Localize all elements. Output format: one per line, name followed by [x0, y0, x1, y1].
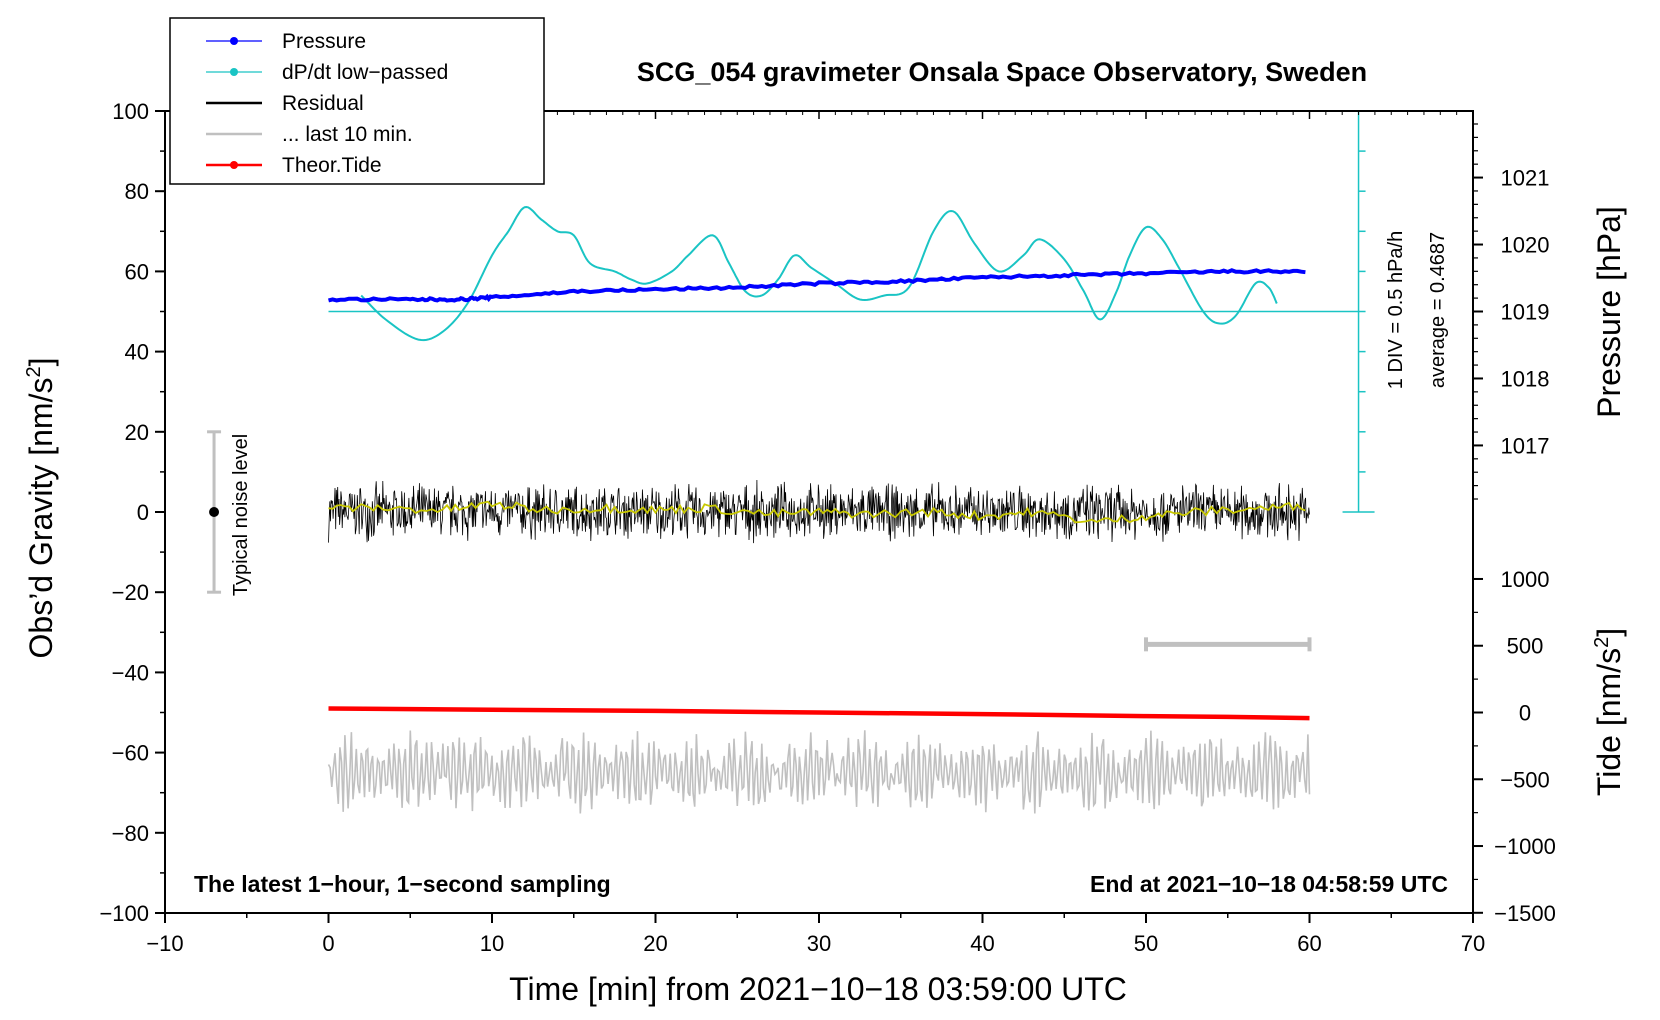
legend-label: ... last 10 min. — [282, 123, 413, 146]
end-time-note: End at 2021−10−18 04:58:59 UTC — [1090, 871, 1448, 897]
legend-label: Pressure — [282, 30, 366, 53]
x-tick-label: 70 — [1461, 931, 1485, 956]
y-axis-title-left: Obs’d Gravity [nm/s2] — [23, 358, 59, 659]
axes-layer: −10 0 10 20 30 40 50 60 70−100−80−60−40−20020406… — [99, 99, 1555, 956]
residual-series — [328, 479, 1310, 544]
pressure-tick-label: 1020 — [1501, 233, 1550, 258]
legend-box — [169, 17, 545, 185]
plot-layer — [207, 110, 1375, 814]
legend-marker — [230, 161, 238, 169]
y-tick-label: −60 — [112, 741, 149, 766]
tide-tick-label: 1000 — [1501, 567, 1550, 592]
chart-title: SCG_054 gravimeter Onsala Space Observat… — [637, 57, 1367, 87]
x-axis-title: Time [min] from 2021−10−18 03:59:00 UTC — [509, 971, 1127, 1007]
y-axis-title-left-sup: 2 — [23, 366, 45, 377]
x-tick-label: 50 — [1134, 931, 1158, 956]
y-axis-title-tide: Tide [nm/s2] — [1591, 628, 1627, 796]
tide-tick-label: 500 — [1507, 634, 1544, 659]
x-tick-label: 30 — [807, 931, 831, 956]
x-tick-label: 20 — [643, 931, 667, 956]
pressure-tick-label: 1017 — [1501, 433, 1550, 458]
pressure-series — [328, 268, 1306, 303]
legend-marker — [230, 37, 238, 45]
y-tick-label: 20 — [125, 420, 149, 445]
y-tick-label: 80 — [125, 179, 149, 204]
y-tick-label: 40 — [125, 340, 149, 365]
div-scale-label: 1 DIV = 0.5 hPa/h — [1385, 231, 1407, 389]
y-tick-label: −20 — [112, 580, 149, 605]
legend-label: dP/dt low−passed — [282, 61, 448, 84]
tide-tick-label: 0 — [1519, 701, 1531, 726]
x-tick-label: 40 — [970, 931, 994, 956]
x-tick-label: 60 — [1297, 931, 1321, 956]
legend-label: Residual — [282, 92, 364, 115]
noise-bar-center — [209, 507, 220, 517]
noise-level-label: Typical noise level — [230, 434, 252, 596]
legend-marker — [230, 68, 238, 76]
residual-smoothed-series — [328, 500, 1306, 524]
pressure-tick-label: 1019 — [1501, 300, 1550, 325]
y-axis-title-left-end: ] — [23, 358, 59, 367]
dpdt-series — [360, 205, 1278, 342]
y-tick-label: 60 — [125, 259, 149, 284]
y-tick-label: −80 — [112, 821, 149, 846]
y-axis-title-tide-text: Tide [nm/s — [1591, 648, 1627, 796]
last-10-min-series — [327, 730, 1311, 814]
legend: Pressure dP/dt low−passed Residual ... last… — [169, 17, 545, 185]
average-label: average = 0.4687 — [1427, 232, 1449, 388]
x-tick-label: 10 — [480, 931, 504, 956]
y-tick-label: −100 — [99, 901, 149, 926]
tide-tick-label: −1000 — [1494, 834, 1556, 859]
tide-tick-label: −500 — [1500, 767, 1550, 792]
x-tick-label: 0 — [322, 931, 334, 956]
sampling-note: The latest 1−hour, 1−second sampling — [194, 871, 611, 897]
pressure-tick-label: 1021 — [1501, 166, 1550, 191]
y-axis-title-tide-end: ] — [1591, 628, 1627, 637]
theor-tide-series — [328, 706, 1310, 721]
x-tick-label: −10 — [146, 931, 183, 956]
y-axis-title-tide-sup: 2 — [1591, 637, 1613, 648]
pressure-tick-label: 1018 — [1501, 366, 1550, 391]
y-tick-label: −40 — [112, 660, 149, 685]
y-axis-title-pressure: Pressure [hPa] — [1591, 206, 1627, 418]
y-tick-label: 0 — [137, 500, 149, 525]
legend-label: Theor.Tide — [282, 154, 382, 177]
y-tick-label: 100 — [112, 99, 149, 124]
y-axis-title-left-text: Obs’d Gravity [nm/s — [23, 378, 59, 659]
tide-tick-label: −1500 — [1494, 901, 1556, 926]
